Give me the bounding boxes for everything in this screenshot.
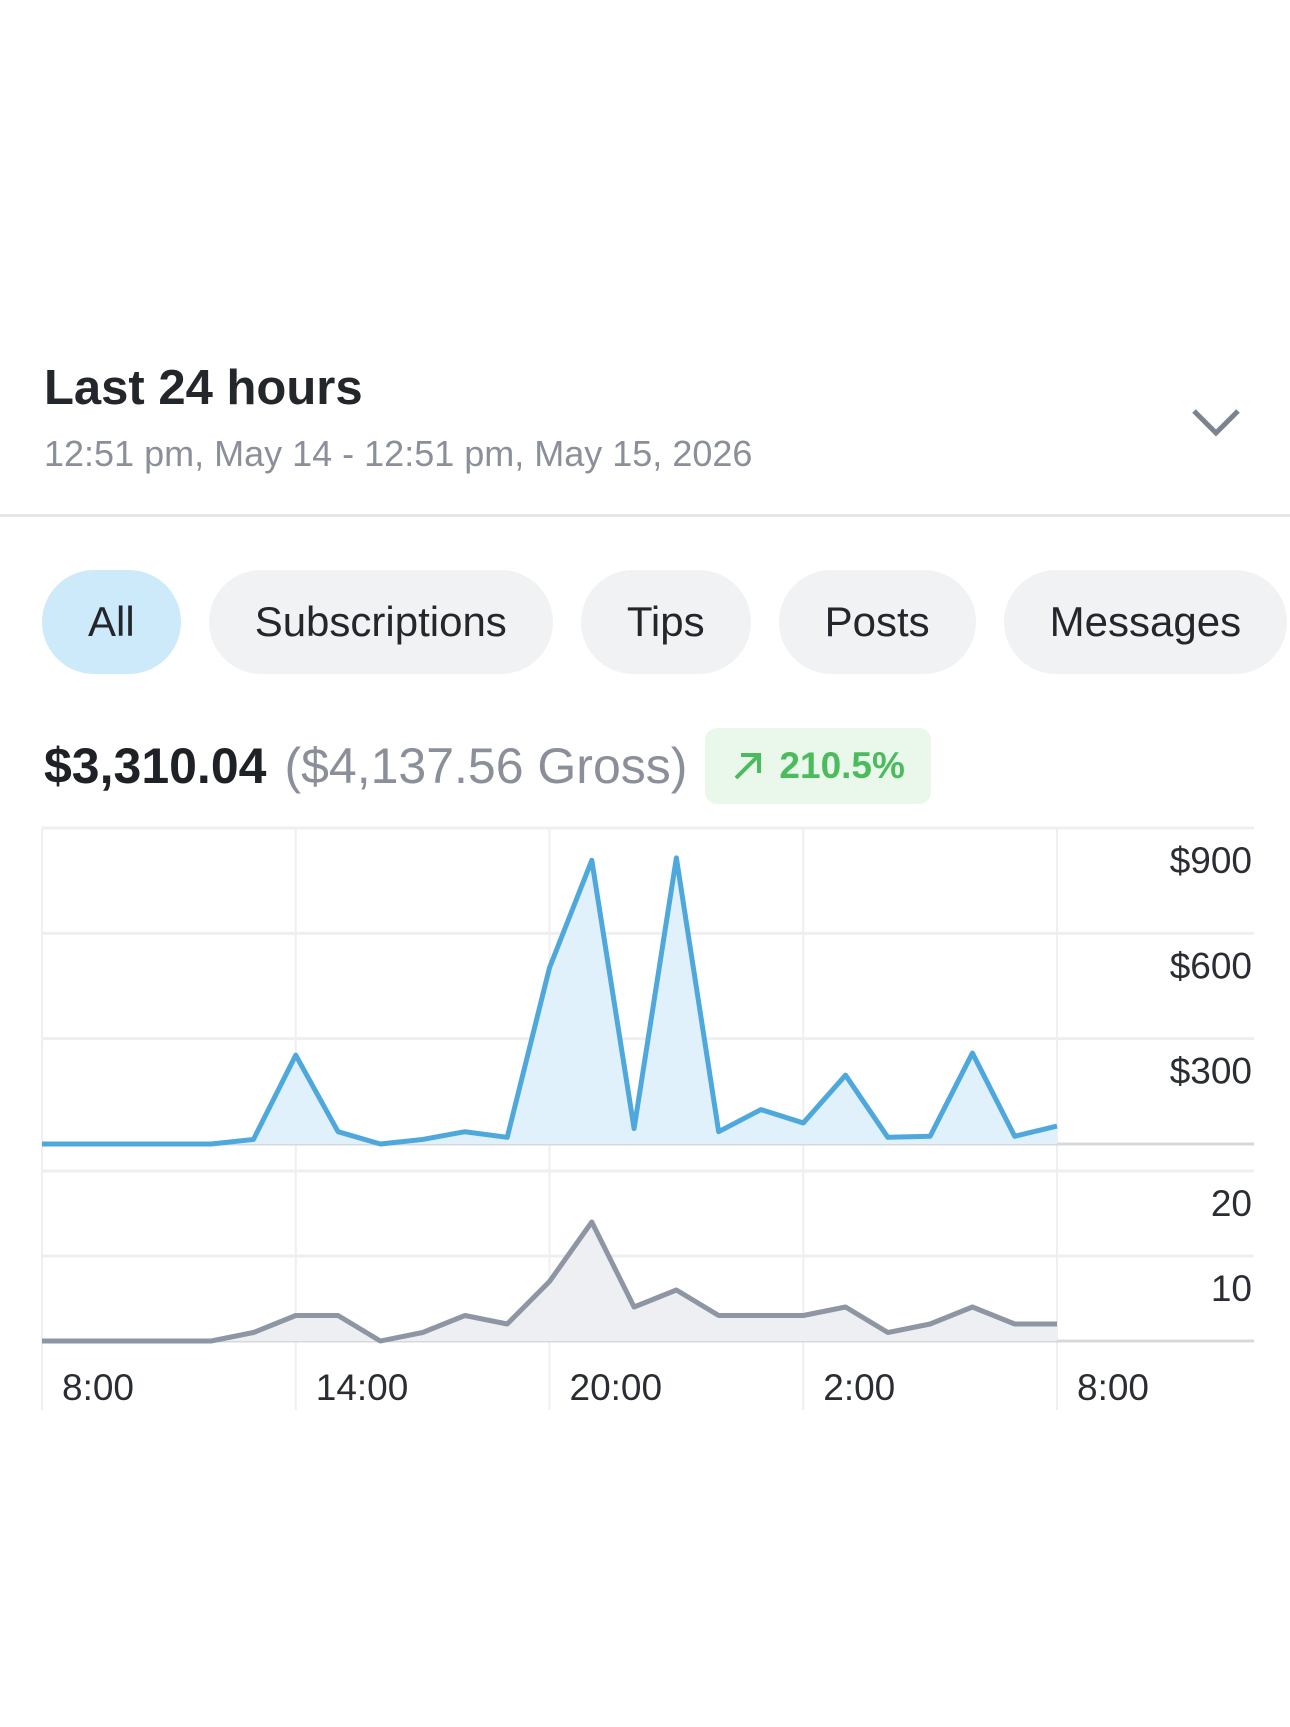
filter-tab[interactable]: Tips <box>580 570 751 674</box>
area <box>42 1222 1057 1341</box>
x-tick-label: 2:00 <box>823 1367 895 1408</box>
x-tick-label: 8:00 <box>1077 1367 1149 1408</box>
net-total: $3,310.04 <box>44 738 267 794</box>
filter-tab[interactable]: All <box>42 570 181 674</box>
x-tick-label: 8:00 <box>62 1367 134 1408</box>
dropdown-chevron[interactable] <box>1190 405 1242 439</box>
y-tick-label: 20 <box>1211 1183 1252 1224</box>
line <box>42 1219 1057 1344</box>
y-tick-label: $300 <box>1170 1051 1252 1092</box>
x-tick-label: 20:00 <box>570 1367 663 1408</box>
range-subtitle: 12:51 pm, May 14 - 12:51 pm, May 15, 202… <box>44 433 753 474</box>
filter-tab[interactable]: Subscriptions <box>208 570 553 674</box>
area <box>42 857 1057 1144</box>
y-tick-label: 10 <box>1211 1268 1252 1309</box>
y-tick-label: $900 <box>1170 840 1252 881</box>
divider <box>0 514 1290 517</box>
change-value: 210.5% <box>779 745 905 786</box>
summary: $3,310.04 ($4,137.56 Gross) 210.5% <box>44 728 931 804</box>
line <box>42 855 1058 1147</box>
y-tick-label: $600 <box>1170 945 1252 986</box>
filter-tab[interactable]: Messages <box>1003 570 1288 674</box>
arrow-icon <box>735 753 762 780</box>
gross-total: ($4,137.56 Gross) <box>284 738 688 794</box>
filter-tab[interactable]: Posts <box>778 570 976 674</box>
tab-bar: All Subscriptions Tips Posts Messages <box>42 570 1288 674</box>
range-title: Last 24 hours <box>44 361 363 415</box>
change-badge: 210.5% <box>705 728 931 804</box>
x-tick-label: 14:00 <box>316 1367 409 1408</box>
